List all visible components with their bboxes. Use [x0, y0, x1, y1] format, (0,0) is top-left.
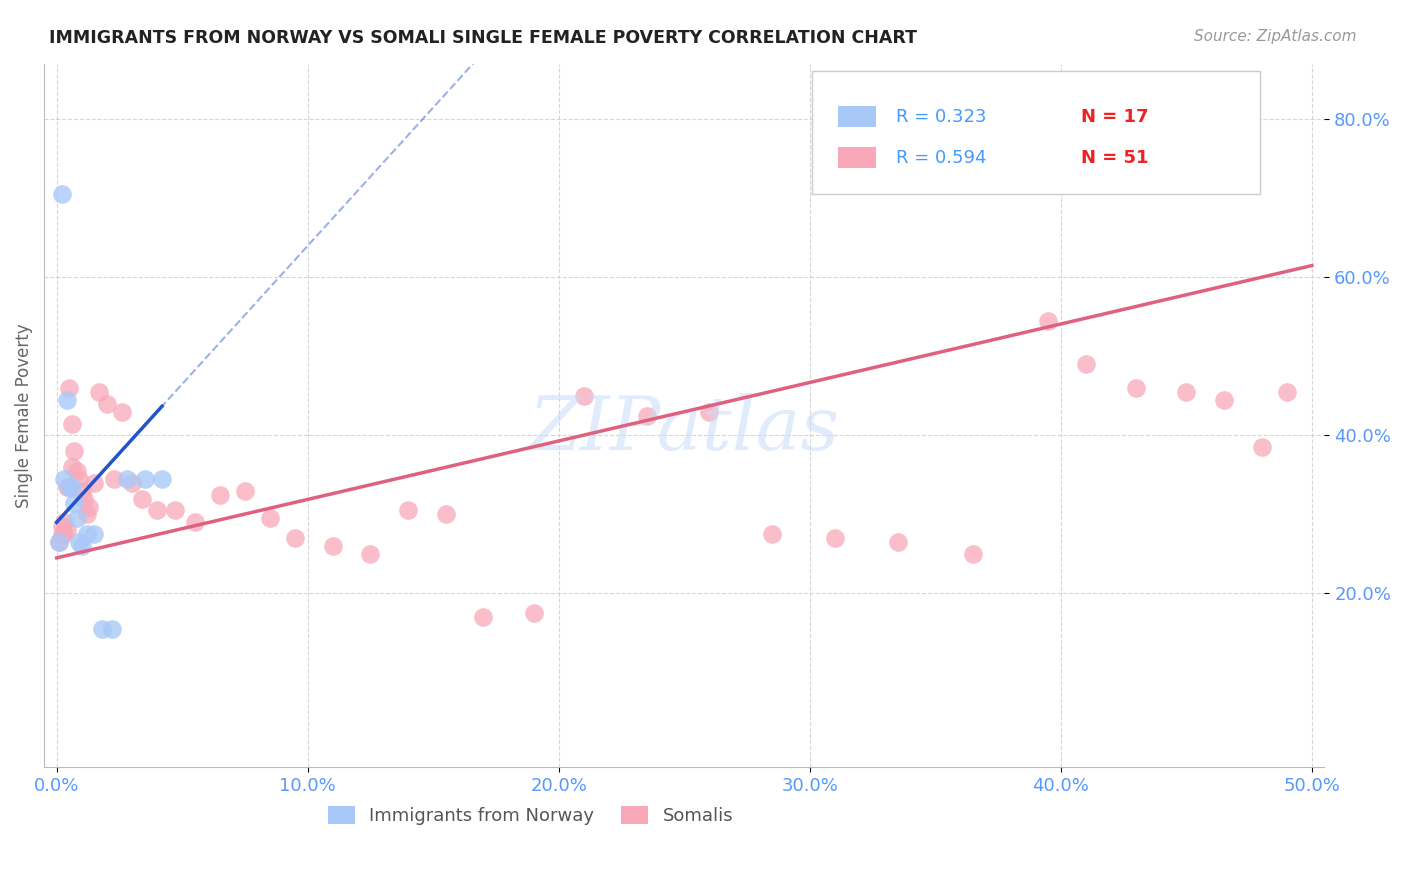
Point	[89, 384, 111, 399]
Point	[184, 516, 207, 530]
Point	[472, 610, 495, 624]
Point	[51, 519, 73, 533]
Point	[523, 606, 546, 620]
Point	[70, 539, 93, 553]
Bar	[838, 106, 876, 128]
Point	[1250, 440, 1272, 454]
Point	[101, 622, 124, 636]
Point	[146, 503, 169, 517]
Point	[761, 527, 783, 541]
Point	[1213, 392, 1236, 407]
Point	[962, 547, 984, 561]
Point	[79, 500, 101, 514]
Point	[55, 523, 77, 537]
Point	[48, 535, 70, 549]
Point	[233, 483, 256, 498]
Point	[259, 511, 281, 525]
Point	[67, 535, 90, 549]
Point	[572, 389, 595, 403]
Point	[63, 495, 86, 509]
Point	[1275, 384, 1298, 399]
Point	[163, 503, 186, 517]
Point	[83, 475, 105, 490]
Bar	[838, 147, 876, 168]
Point	[60, 460, 83, 475]
Point	[58, 480, 80, 494]
Text: R = 0.323: R = 0.323	[896, 108, 986, 126]
Point	[103, 472, 125, 486]
Point	[699, 405, 721, 419]
Point	[48, 535, 70, 549]
Point	[359, 547, 381, 561]
Point	[824, 531, 846, 545]
Point	[76, 527, 98, 541]
Point	[55, 480, 77, 494]
Point	[284, 531, 307, 545]
Point	[55, 392, 77, 407]
Point	[121, 475, 143, 490]
Point	[434, 508, 457, 522]
Legend: Immigrants from Norway, Somalis: Immigrants from Norway, Somalis	[328, 805, 734, 825]
Text: N = 17: N = 17	[1081, 108, 1149, 126]
Point	[63, 444, 86, 458]
Point	[1074, 357, 1097, 371]
Text: N = 51: N = 51	[1081, 149, 1149, 167]
Point	[111, 405, 134, 419]
Y-axis label: Single Female Poverty: Single Female Poverty	[15, 323, 32, 508]
Point	[70, 483, 93, 498]
Text: IMMIGRANTS FROM NORWAY VS SOMALI SINGLE FEMALE POVERTY CORRELATION CHART: IMMIGRANTS FROM NORWAY VS SOMALI SINGLE …	[49, 29, 917, 46]
Text: Source: ZipAtlas.com: Source: ZipAtlas.com	[1194, 29, 1357, 44]
Point	[115, 472, 138, 486]
Point	[322, 539, 344, 553]
Point	[66, 511, 89, 525]
Point	[67, 472, 90, 486]
Point	[66, 464, 89, 478]
Point	[131, 491, 153, 506]
Point	[53, 472, 76, 486]
Point	[83, 527, 105, 541]
Point	[1125, 381, 1147, 395]
Point	[96, 397, 118, 411]
Point	[53, 527, 76, 541]
Point	[58, 381, 80, 395]
Point	[60, 480, 83, 494]
Text: R = 0.594: R = 0.594	[896, 149, 986, 167]
Point	[208, 488, 231, 502]
Point	[150, 472, 173, 486]
Point	[886, 535, 908, 549]
Text: ZIPatlas: ZIPatlas	[529, 393, 839, 466]
Point	[1175, 384, 1198, 399]
Point	[60, 417, 83, 431]
Point	[53, 516, 76, 530]
Point	[51, 527, 73, 541]
Point	[1038, 314, 1060, 328]
Point	[51, 187, 73, 202]
Point	[134, 472, 156, 486]
Point	[636, 409, 658, 423]
Point	[90, 622, 112, 636]
Point	[396, 503, 419, 517]
Point	[76, 508, 98, 522]
FancyBboxPatch shape	[813, 71, 1260, 194]
Point	[73, 491, 96, 506]
